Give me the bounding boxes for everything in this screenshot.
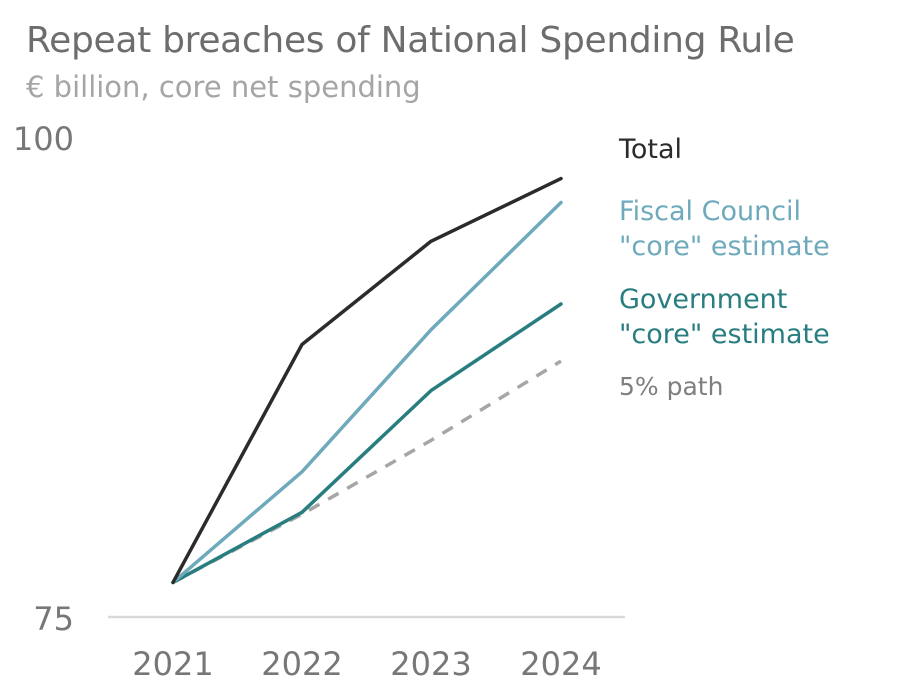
chart-title: Repeat breaches of National Spending Rul… <box>26 20 795 61</box>
y-axis-ticks: 75 100 <box>13 120 74 638</box>
series-lines <box>171 176 563 585</box>
series-line-2 <box>171 302 563 585</box>
chart-subtitle: € billion, core net spending <box>26 70 421 104</box>
x-tick-label-2021: 2021 <box>132 645 213 683</box>
series-label-2: Government "core" estimate <box>619 284 830 350</box>
x-tick-label-2022: 2022 <box>261 645 342 683</box>
series-line-1 <box>171 200 563 585</box>
y-tick-label-100: 100 <box>13 120 74 158</box>
x-tick-label-2023: 2023 <box>390 645 471 683</box>
series-label-0: Total <box>618 134 682 165</box>
x-tick-label-2024: 2024 <box>520 645 601 683</box>
x-axis-ticks: 2021 2022 2023 2024 <box>132 645 601 683</box>
series-labels: Total Fiscal Council "core" estimate Govern… <box>618 134 830 401</box>
y-tick-label-75: 75 <box>33 600 74 638</box>
series-label-3: 5% path <box>619 372 723 401</box>
series-label-1: Fiscal Council "core" estimate <box>619 196 830 262</box>
series-line-0 <box>171 176 563 585</box>
